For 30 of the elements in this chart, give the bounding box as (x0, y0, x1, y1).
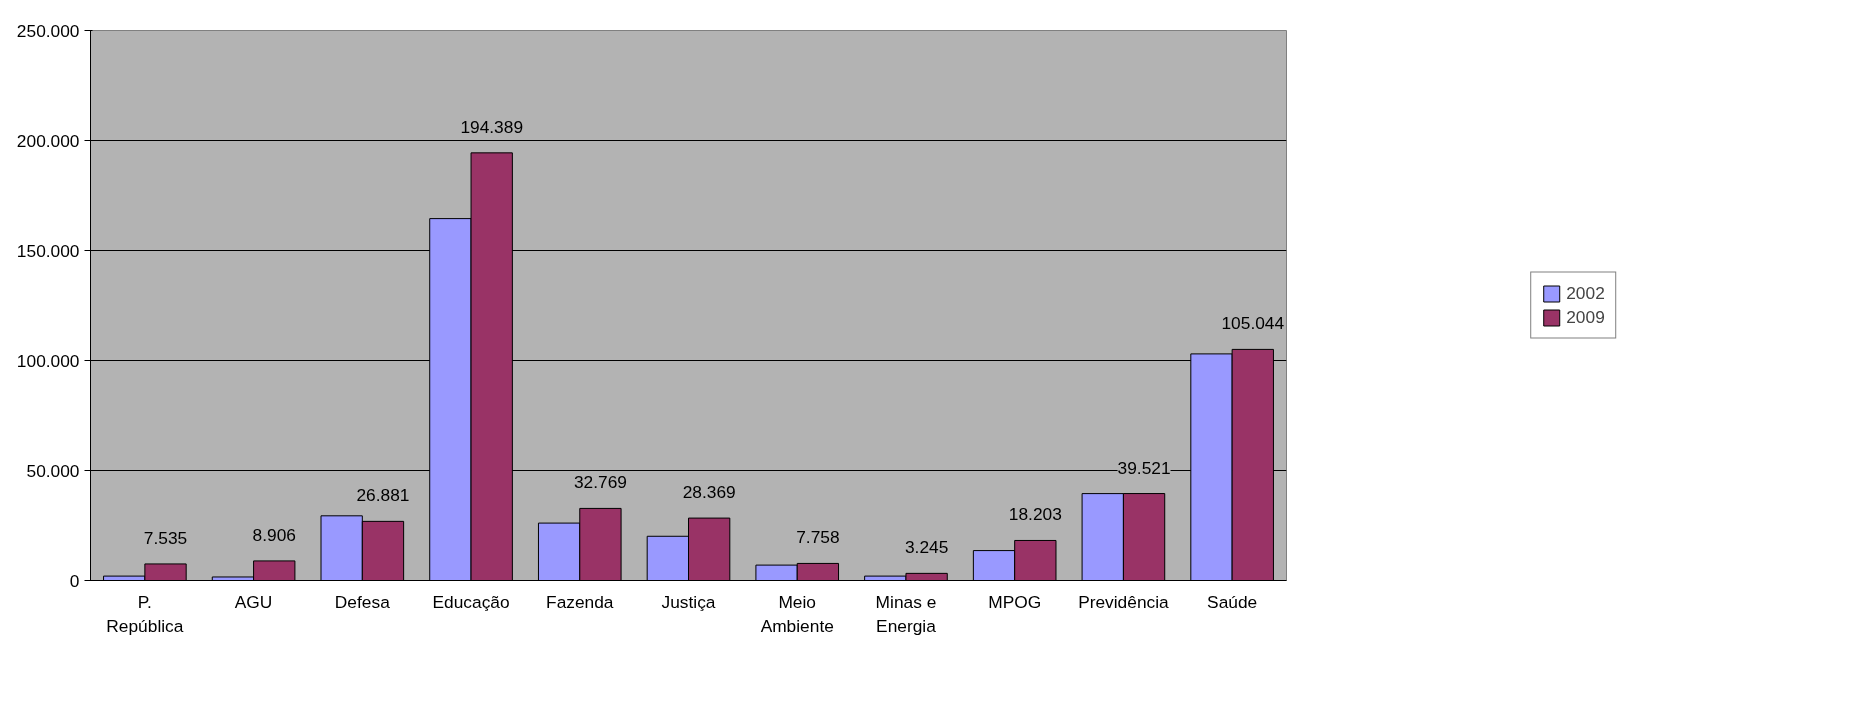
data-label: 39.521 (1117, 457, 1171, 478)
y-tick-label: 50.000 (26, 460, 80, 481)
y-tick-label: 150.000 (16, 240, 80, 261)
legend-label: 2009 (1566, 306, 1605, 328)
x-tick-label: MPOG (988, 591, 1042, 612)
x-tick-label: P. República (106, 591, 184, 636)
x-tick-label: Defesa (334, 591, 391, 612)
data-label: 28.369 (682, 482, 736, 503)
data-label: 194.389 (460, 116, 524, 137)
data-label: 105.044 (1221, 313, 1285, 334)
x-tick-label: Educação (432, 591, 510, 612)
data-label: 32.769 (573, 472, 627, 493)
x-tick-label: Fazenda (546, 591, 614, 612)
y-tick-label: 200.000 (16, 130, 80, 151)
data-label: 26.881 (356, 485, 410, 506)
data-label: 3.245 (904, 537, 949, 558)
x-tick-label: Justiça (661, 591, 716, 612)
x-tick-label: Saúde (1207, 591, 1258, 612)
data-label: 7.758 (796, 527, 840, 548)
y-tick-label: 250.000 (16, 20, 80, 41)
legend-label: 2002 (1566, 282, 1605, 304)
x-tick-label: Meio Ambiente (760, 591, 834, 636)
x-tick-label: Previdência (1078, 591, 1170, 612)
y-tick-label: 0 (69, 570, 80, 591)
x-tick-label: AGU (234, 591, 273, 612)
data-label: 18.203 (1008, 504, 1062, 525)
data-label: 7.535 (143, 527, 188, 548)
x-tick-label: Minas e Energia (875, 591, 937, 636)
y-tick-label: 100.000 (16, 350, 80, 371)
data-label: 8.906 (252, 524, 296, 545)
